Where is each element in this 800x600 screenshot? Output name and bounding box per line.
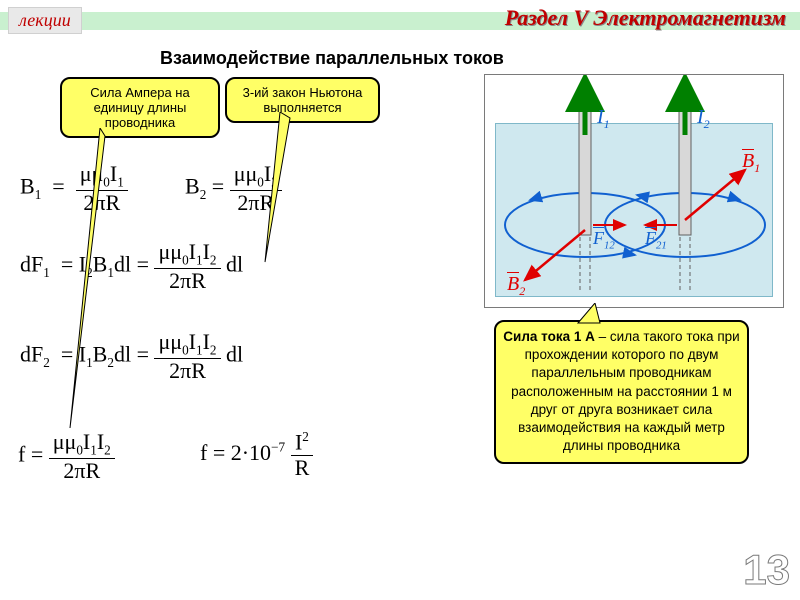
section-title: Раздел V Электромагнетизм — [505, 5, 786, 31]
label-i2: I2 — [697, 106, 710, 132]
formula-f-num: f = 2·10−7 I2R — [200, 430, 313, 480]
callout-newton-tail — [260, 112, 320, 272]
label-b1: B1 — [742, 150, 760, 176]
callout-newton-text: 3-ий закон Ньютона выполняется — [243, 85, 363, 115]
callout-def-rest: – сила такого тока при прохождении котор… — [511, 329, 740, 453]
diagram-svg — [485, 75, 783, 307]
formula-df2: dF2 = I1B2dl = μμ0I1I22πR dl — [20, 330, 243, 383]
diagram-frame: I1 I2 B1 B2 F12 F21 — [484, 74, 784, 308]
label-f12: F12 — [593, 228, 615, 252]
callout-definition: Сила тока 1 А – сила такого тока при про… — [494, 320, 749, 464]
formula-df1: dF1 = I2B1dl = μμ0I1I22πR dl — [20, 240, 243, 293]
label-f21: F21 — [645, 228, 667, 252]
callout-ampere-text: Сила Ампера на единицу длины проводника — [90, 85, 189, 130]
callout-def-tail — [560, 303, 630, 328]
callout-ampere-tail — [60, 128, 110, 438]
label-i1: I1 — [597, 106, 610, 132]
lectures-label: лекции — [8, 7, 82, 34]
main-title: Взаимодействие параллельных токов — [160, 48, 504, 69]
callout-def-strong: Сила тока 1 А — [503, 329, 595, 344]
label-b2: B2 — [507, 273, 525, 299]
page-number: 13 — [743, 546, 790, 594]
